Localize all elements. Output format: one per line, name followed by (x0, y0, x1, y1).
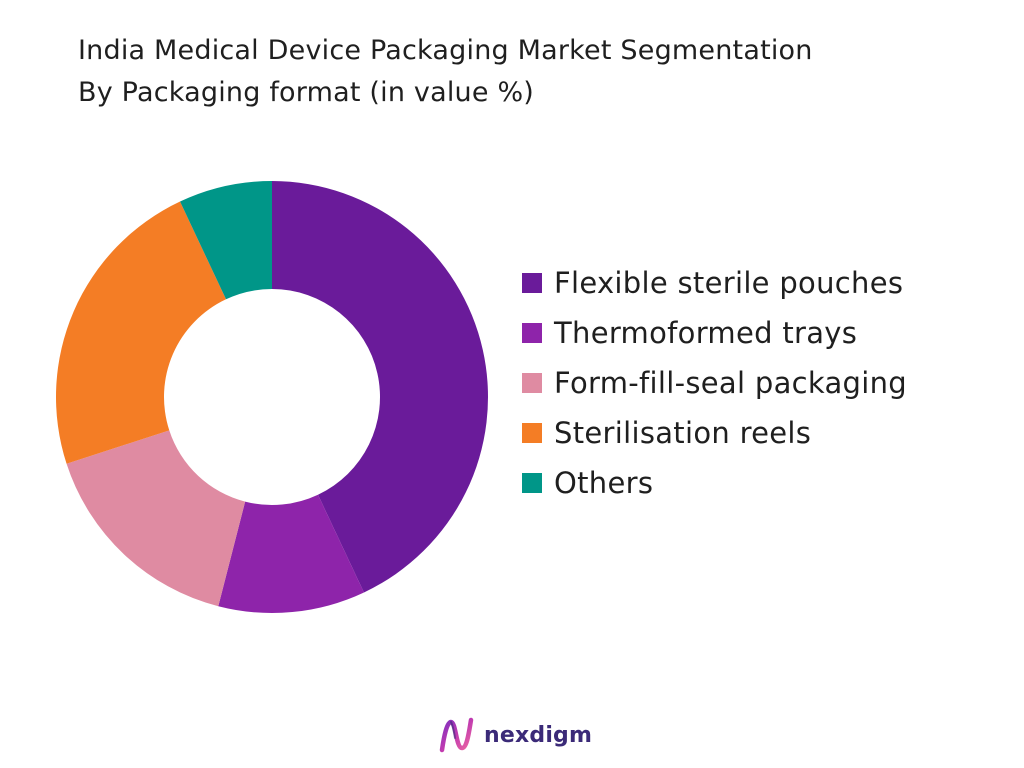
chart-title-line-1: India Medical Device Packaging Market Se… (78, 35, 813, 66)
legend-swatch (522, 323, 542, 343)
legend-item-sterilisation-reels: Sterilisation reels (522, 408, 907, 458)
chart-legend: Flexible sterile pouches Thermoformed tra… (522, 258, 907, 508)
legend-label: Flexible sterile pouches (554, 266, 904, 300)
chart-title: India Medical Device Packaging Market Se… (78, 30, 813, 114)
legend-swatch (522, 473, 542, 493)
legend-swatch (522, 423, 542, 443)
legend-label: Thermoformed trays (554, 316, 858, 350)
legend-item-flexible-sterile-pouches: Flexible sterile pouches (522, 258, 907, 308)
legend-item-form-fill-seal-packaging: Form-fill-seal packaging (522, 358, 907, 408)
donut-slice-others (180, 181, 272, 300)
brand-name: nexdigm (484, 722, 593, 748)
legend-item-thermoformed-trays: Thermoformed trays (522, 308, 907, 358)
legend-swatch (522, 273, 542, 293)
brand-footer: nexdigm (438, 716, 592, 754)
chart-title-line-2: By Packaging format (in value %) (78, 77, 535, 108)
legend-swatch (522, 373, 542, 393)
donut-slice-sterilisation-reels (55, 201, 227, 464)
legend-label: Sterilisation reels (554, 416, 812, 450)
legend-item-others: Others (522, 458, 907, 508)
donut-slice-thermoformed-trays (218, 494, 364, 613)
legend-label: Others (554, 466, 654, 500)
donut-slice-form-fill-seal-packaging (66, 430, 246, 607)
nexdigm-logo-icon (439, 717, 474, 753)
legend-label: Form-fill-seal packaging (554, 366, 907, 400)
donut-slice-flexible-sterile-pouches (272, 181, 489, 593)
